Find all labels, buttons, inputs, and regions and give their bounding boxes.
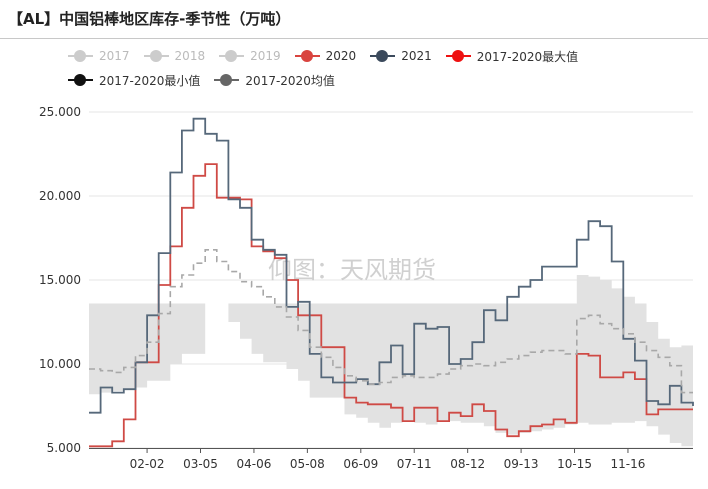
legend-item-2021[interactable]: 2021 (370, 49, 432, 63)
chart-title: 【AL】中国铝棒地区库存-季节性（万吨） (8, 10, 291, 28)
y-tick-label: 20.000 (39, 189, 81, 203)
legend-label: 2017-2020最小值 (99, 73, 201, 88)
series-line-2021 (89, 117, 694, 414)
legend-item-2017[interactable]: 2017 (68, 49, 130, 63)
legend-swatch-icon (219, 49, 245, 63)
legend-label: 2020 (325, 49, 357, 63)
series-line-2017-2020均值 (89, 249, 693, 394)
x-tick-label: 07-11 (397, 457, 432, 471)
legend-item-min[interactable]: 2017-2020最小值 (68, 72, 200, 89)
legend-swatch-icon (294, 49, 320, 63)
legend-swatch-icon (445, 49, 471, 63)
legend-label: 2019 (250, 49, 281, 63)
legend-swatch-icon (370, 49, 396, 63)
legend-label: 2017-2020最大值 (476, 49, 579, 64)
y-tick-label: 25.000 (39, 105, 81, 119)
series-line-2020 (89, 163, 693, 448)
legend-label: 2017 (99, 49, 130, 63)
x-tick-label: 02-02 (130, 457, 165, 471)
legend-swatch-icon (68, 73, 93, 87)
legend-label: 2017-2020均值 (245, 73, 335, 88)
legend-item-2020[interactable]: 2020 (294, 49, 357, 63)
legend-row-1: 2017 2018 2019 2020 2021 2017-2020最大值 (68, 44, 688, 68)
x-tick-label: 06-09 (343, 457, 378, 471)
legend-label: 2018 (174, 49, 206, 63)
y-tick-label: 15.000 (39, 273, 81, 287)
legend-swatch-icon (143, 49, 169, 63)
y-tick-label: 5.000 (47, 441, 81, 455)
x-tick-label: 08-12 (450, 457, 485, 471)
x-tick-label: 04-06 (237, 457, 272, 471)
legend-item-2018[interactable]: 2018 (143, 49, 206, 63)
legend-swatch-icon (68, 49, 93, 63)
x-tick-label: 10-15 (557, 457, 592, 471)
legend-item-2019[interactable]: 2019 (219, 49, 281, 63)
legend-swatch-icon (214, 73, 240, 87)
y-tick-label: 10.000 (39, 357, 81, 371)
title-divider (0, 38, 708, 39)
legend-item-max[interactable]: 2017-2020最大值 (445, 48, 579, 65)
x-tick-label: 03-05 (183, 457, 218, 471)
legend-item-mean[interactable]: 2017-2020均值 (214, 72, 335, 89)
legend: 2017 2018 2019 2020 2021 2017-2020最大值 20… (68, 44, 688, 92)
legend-label: 2021 (401, 49, 432, 63)
x-tick-label: 09-13 (504, 457, 539, 471)
x-tick-label: 05-08 (290, 457, 325, 471)
legend-row-2: 2017-2020最小值 2017-2020均值 (68, 68, 688, 92)
x-tick-label: 11-16 (611, 457, 646, 471)
